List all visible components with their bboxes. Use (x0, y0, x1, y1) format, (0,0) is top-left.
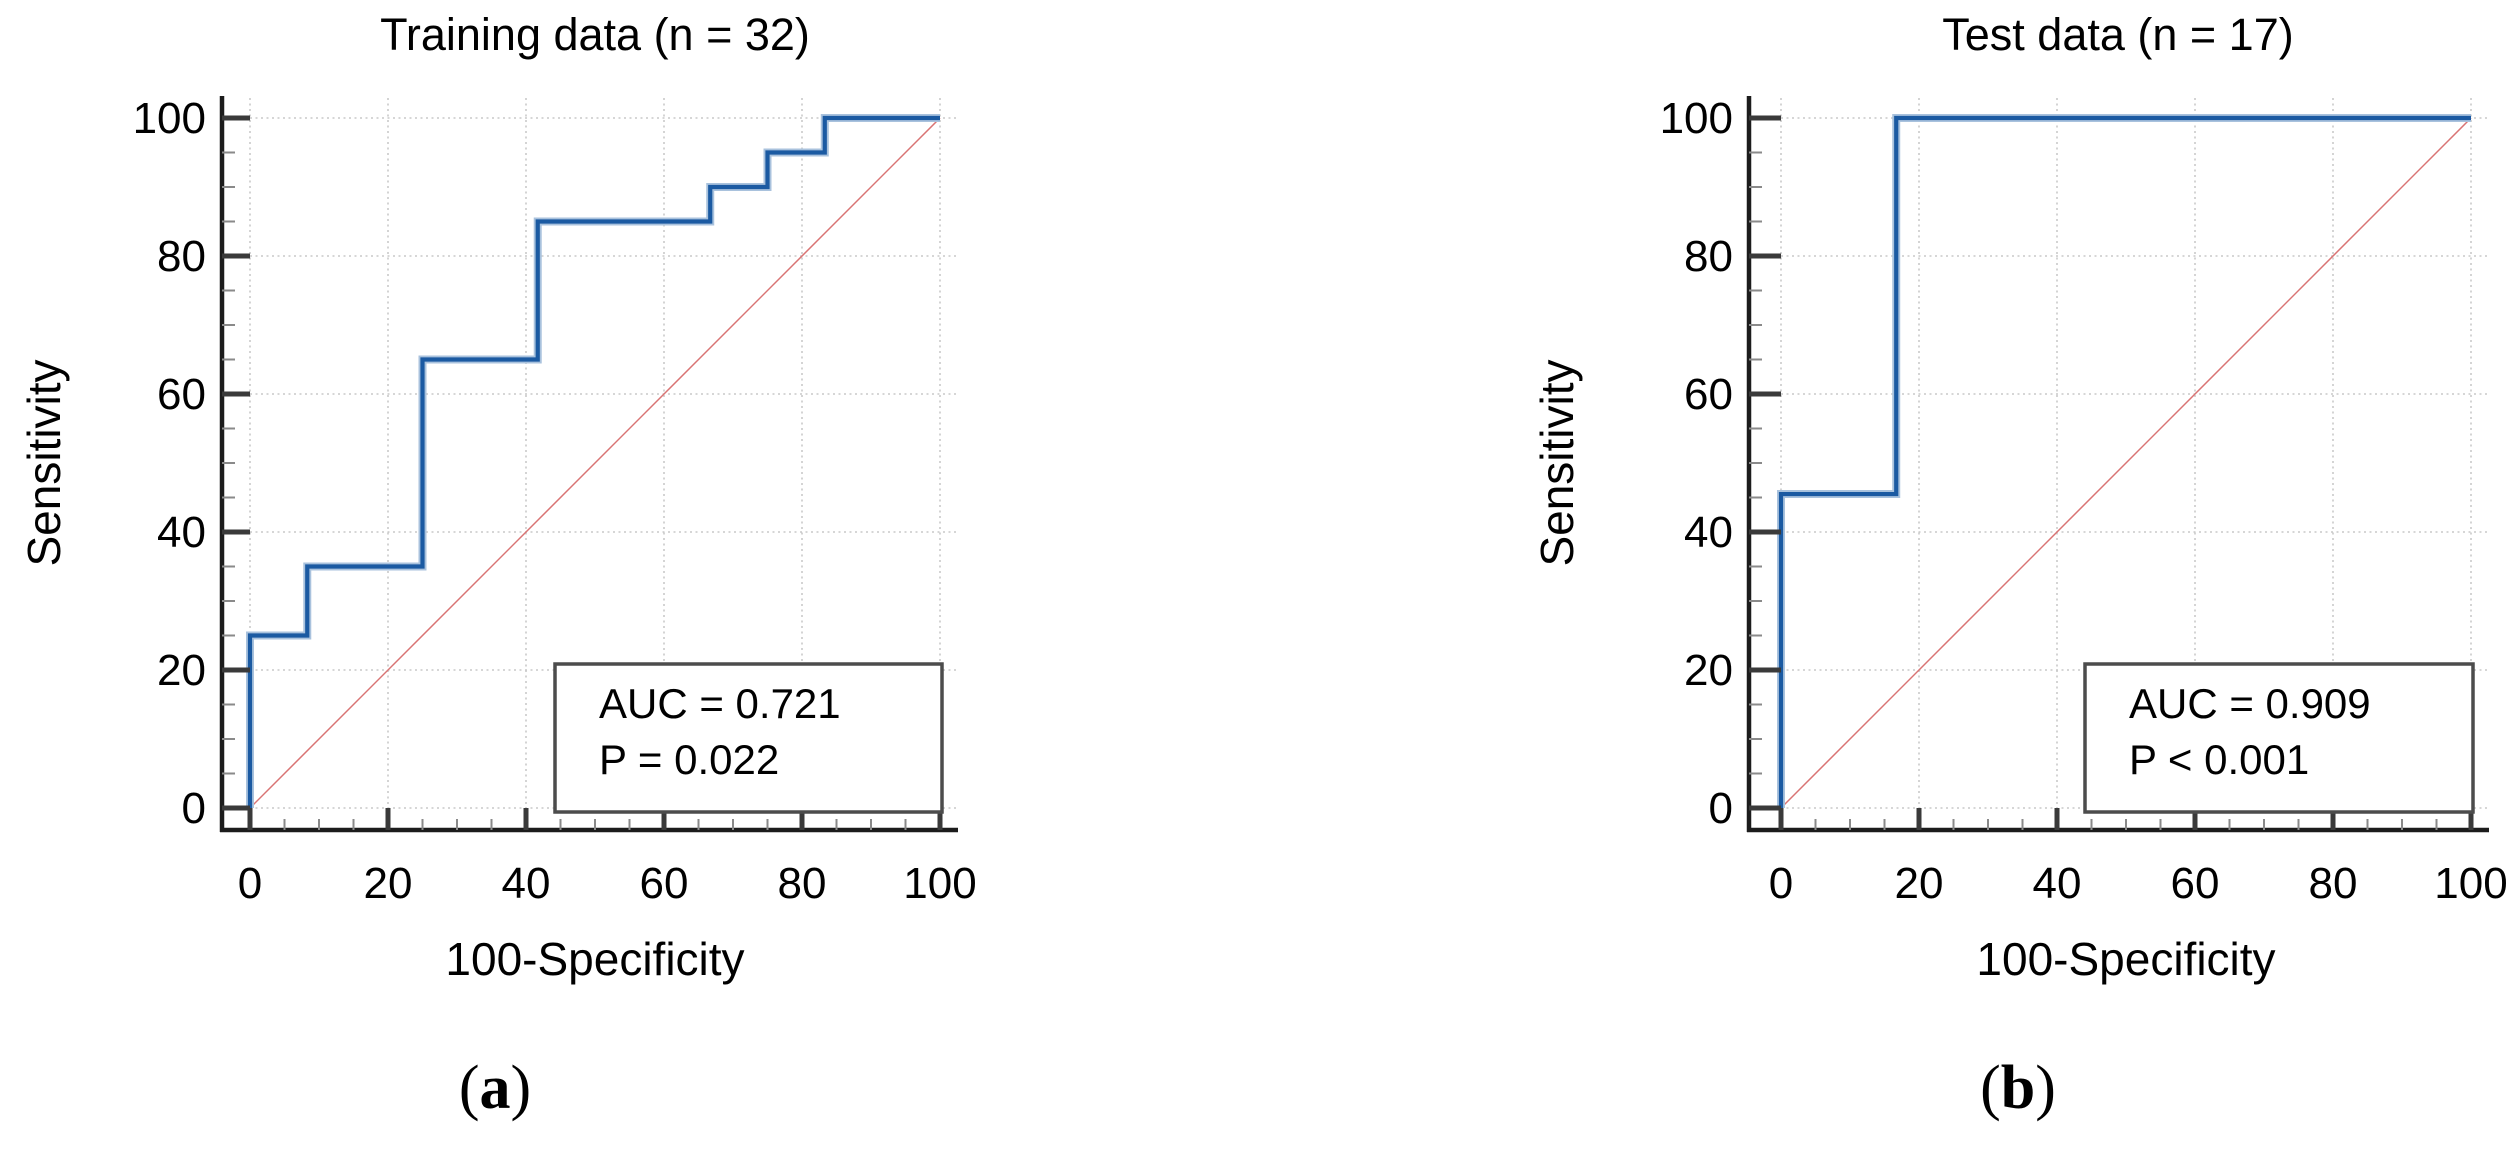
axes-and-ticks (1746, 96, 2489, 833)
y-tick-label: 60 (1684, 370, 1733, 419)
x-tick-label: 100 (903, 859, 976, 908)
y-tick-label: 60 (157, 370, 206, 419)
x-tick-label: 80 (2309, 859, 2358, 908)
axes-and-ticks (219, 96, 958, 833)
caption-letter: b (2001, 1054, 2035, 1122)
y-tick-label: 100 (133, 94, 206, 143)
x-axis-label: 100-Specificity (445, 933, 744, 985)
y-tick-label: 40 (157, 508, 206, 557)
roc-curve-line (1778, 115, 2471, 808)
caption-paren-open: ( (459, 1054, 480, 1122)
reference-diagonal-line (1780, 117, 2472, 809)
roc-curve (246, 114, 940, 808)
y-tick-label: 20 (157, 646, 206, 695)
panel-b: 0 20 40 60 80 100 0 20 40 60 80 100 AUC = 0.909 P <… (1253, 0, 2506, 1157)
x-tick-label: 20 (364, 859, 413, 908)
auc-value-text: AUC = 0.721 (599, 680, 841, 727)
chart-title: Test data (n = 17) (1942, 9, 2293, 60)
roc-curve-line (247, 115, 940, 808)
y-axis-label: Sensitivity (1531, 359, 1583, 566)
reference-diagonal-line (249, 117, 941, 809)
x-tick-label: 40 (2033, 859, 2082, 908)
tick-labels: 0 20 40 60 80 100 0 20 40 60 80 100 (1660, 94, 2506, 908)
x-tick-label: 60 (2171, 859, 2220, 908)
x-tick-label: 100 (2434, 859, 2506, 908)
tick-labels: 0 20 40 60 80 100 0 20 40 60 80 100 (133, 94, 977, 908)
p-value-text: P = 0.022 (599, 736, 779, 783)
auc-annotation-box (2083, 662, 2475, 814)
p-value-text: P < 0.001 (2129, 736, 2309, 783)
chart-title: Training data (n = 32) (380, 9, 810, 60)
x-tick-label: 0 (238, 859, 262, 908)
auc-value-text: AUC = 0.909 (2129, 680, 2371, 727)
roc-chart-a: 0 20 40 60 80 100 0 20 40 60 80 100 AUC = 0.721 P =… (18, 9, 977, 1122)
y-tick-label: 20 (1684, 646, 1733, 695)
roc-chart-b: 0 20 40 60 80 100 0 20 40 60 80 100 AUC = 0.909 P <… (1531, 9, 2506, 1122)
y-tick-label: 100 (1660, 94, 1733, 143)
reference-diagonal (1780, 117, 2472, 809)
y-tick-label: 40 (1684, 508, 1733, 557)
panel-caption: (b) (1980, 1054, 2056, 1122)
x-tick-label: 0 (1769, 859, 1793, 908)
y-tick-label: 0 (1709, 784, 1733, 833)
y-tick-label: 0 (182, 784, 206, 833)
y-tick-label: 80 (157, 232, 206, 281)
roc-curve (1777, 114, 2471, 808)
panel-caption: (a) (459, 1054, 531, 1122)
x-tick-label: 20 (1895, 859, 1944, 908)
y-tick-label: 80 (1684, 232, 1733, 281)
y-axis-label: Sensitivity (18, 359, 70, 566)
x-tick-label: 60 (640, 859, 689, 908)
caption-letter: a (480, 1054, 511, 1122)
auc-annotation-box (553, 662, 944, 814)
caption-paren-open: ( (1980, 1054, 2001, 1122)
x-tick-label: 80 (778, 859, 827, 908)
x-axis-label: 100-Specificity (1976, 933, 2275, 985)
reference-diagonal (249, 117, 941, 809)
caption-paren-close: ) (511, 1054, 532, 1122)
panel-a: 0 20 40 60 80 100 0 20 40 60 80 100 AUC = 0.721 P =… (18, 9, 977, 1122)
x-tick-label: 40 (502, 859, 551, 908)
caption-paren-close: ) (2035, 1054, 2056, 1122)
